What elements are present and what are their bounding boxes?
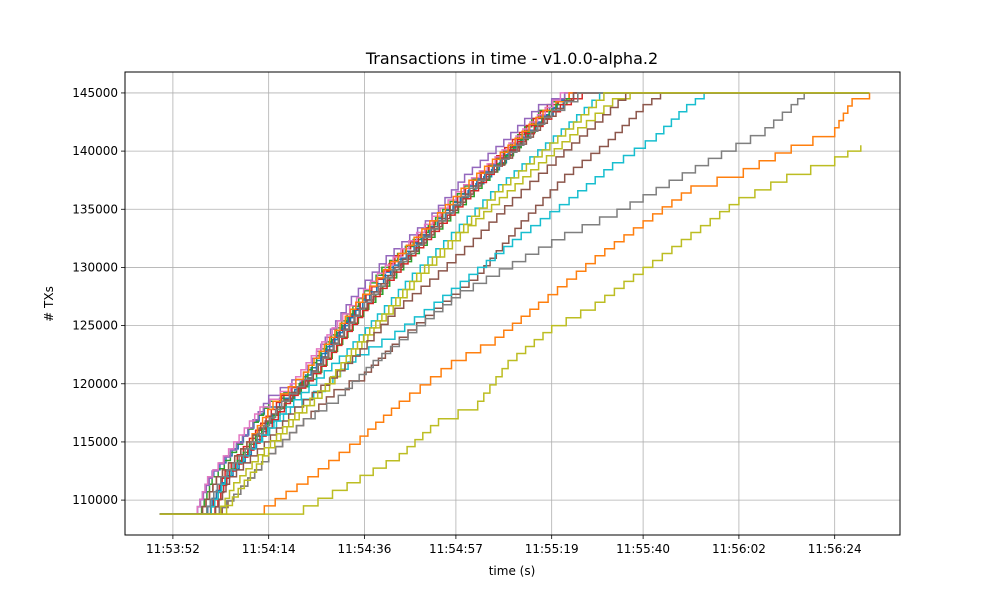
y-axis-label: # TXs: [42, 286, 56, 322]
series-line-2: [159, 92, 871, 515]
axis-ticks: 11:53:52 11:54:14 11:54:36 11:54:57 11:55:19…: [72, 86, 861, 556]
chart-title: Transactions in time - v1.0.0-alpha.2: [365, 49, 658, 68]
y-tick-label: 120000: [72, 377, 118, 391]
series-line-15: [159, 92, 870, 515]
series-line-8: [159, 92, 870, 515]
x-tick-label: 11:54:36: [338, 542, 392, 556]
series-line-14: [159, 92, 870, 515]
x-tick-label: 11:55:19: [525, 542, 579, 556]
x-tick-label: 11:56:24: [808, 542, 862, 556]
y-tick-label: 135000: [72, 202, 118, 216]
x-axis-label: time (s): [489, 564, 536, 578]
series-line-20: [159, 92, 870, 515]
series-line-18: [159, 92, 870, 515]
x-tick-label: 11:54:57: [429, 542, 483, 556]
series-line-5: [159, 92, 870, 515]
y-tick-label: 125000: [72, 319, 118, 333]
x-tick-label: 11:54:14: [242, 542, 296, 556]
x-tick-label: 11:55:40: [616, 542, 670, 556]
y-tick-label: 140000: [72, 144, 118, 158]
series-lines: [159, 92, 871, 515]
x-tick-label: 11:53:52: [146, 542, 200, 556]
y-tick-label: 115000: [72, 435, 118, 449]
y-tick-label: 130000: [72, 260, 118, 274]
y-tick-label: 145000: [72, 86, 118, 100]
y-tick-label: 110000: [72, 493, 118, 507]
x-tick-label: 11:56:02: [712, 542, 766, 556]
series-line-9: [159, 145, 862, 515]
plot-frame: [124, 71, 901, 536]
series-line-19: [159, 92, 870, 515]
